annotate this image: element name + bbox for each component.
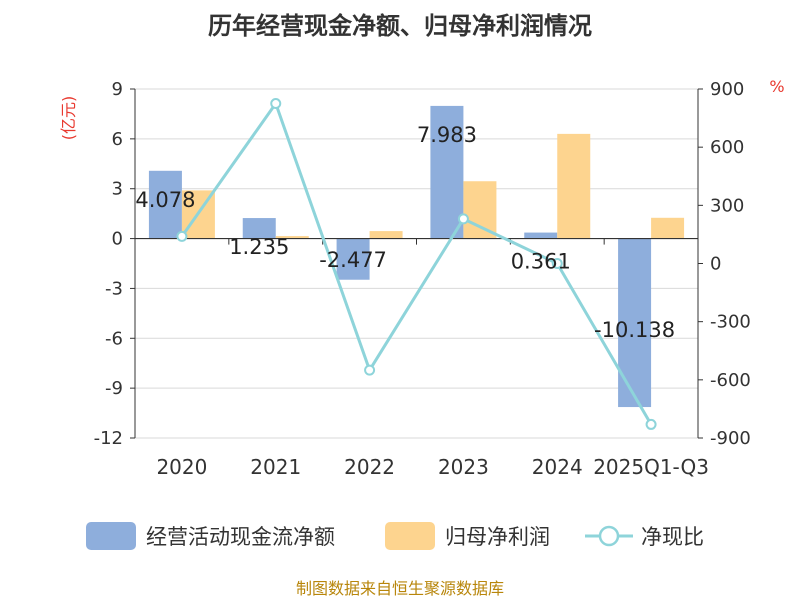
right-tick-label: -300 bbox=[710, 312, 751, 333]
right-tick-label: -900 bbox=[710, 428, 751, 449]
category-label: 2020 bbox=[156, 455, 207, 479]
net-profit-bar bbox=[557, 133, 591, 239]
cash-flow-data-label: 0.361 bbox=[511, 250, 571, 274]
right-tick-label: 0 bbox=[710, 254, 721, 275]
legend-label: 净现比 bbox=[641, 525, 704, 549]
chart-title: 历年经营现金净额、归母净利润情况 bbox=[208, 12, 592, 40]
left-tick-label: 6 bbox=[112, 129, 123, 150]
category-label: 2024 bbox=[532, 455, 583, 479]
legend[interactable]: 经营活动现金流净额 归母净利润 净现比 bbox=[86, 522, 704, 550]
cash-flow-data-label: -10.138 bbox=[594, 318, 675, 342]
legend-swatch bbox=[385, 522, 435, 550]
right-tick-label: 600 bbox=[710, 137, 744, 158]
category-label: 2025Q1-Q3 bbox=[593, 455, 709, 479]
cash-flow-data-label: 7.983 bbox=[417, 123, 477, 147]
ratio-point bbox=[270, 98, 282, 110]
right-tick-label: 300 bbox=[710, 195, 744, 216]
data-labels: 4.078 1.235 -2.477 7.983 0.361 -10.138 bbox=[135, 123, 675, 342]
left-tick-label: -6 bbox=[105, 328, 123, 349]
source-note: 制图数据来自恒生聚源数据库 bbox=[296, 579, 504, 598]
left-tick-label: 3 bbox=[112, 179, 123, 200]
left-tick-label: -12 bbox=[94, 428, 123, 449]
left-tick-label: 0 bbox=[112, 229, 123, 250]
ratio-point bbox=[645, 418, 657, 430]
category-label: 2022 bbox=[344, 455, 395, 479]
legend-swatch bbox=[86, 522, 136, 550]
cash-flow-data-label: 1.235 bbox=[229, 235, 289, 259]
right-tick-label: -600 bbox=[710, 370, 751, 391]
legend-item-1[interactable]: 归母净利润 bbox=[385, 522, 550, 550]
ratio-point bbox=[551, 258, 563, 269]
legend-item-0[interactable]: 经营活动现金流净额 bbox=[86, 522, 335, 550]
net-profit-bar bbox=[651, 217, 685, 239]
axes: 9 6 3 0 -3 -6 -9 -12 900 600 300 0 -300 -600 -900 2020 2… bbox=[94, 79, 751, 479]
left-tick-label: -9 bbox=[105, 378, 123, 399]
net-profit-bar bbox=[369, 231, 403, 239]
right-tick-label: 900 bbox=[710, 79, 744, 100]
left-tick-label: -3 bbox=[105, 278, 123, 299]
left-axis-unit: (亿元) bbox=[59, 96, 78, 141]
grid bbox=[135, 88, 698, 439]
legend-marker bbox=[598, 525, 620, 547]
category-label: 2023 bbox=[438, 455, 489, 479]
cash-flow-data-label: 4.078 bbox=[135, 188, 195, 212]
cash-flow-bar bbox=[430, 105, 464, 239]
category-label: 2021 bbox=[250, 455, 301, 479]
ratio-point bbox=[364, 364, 376, 376]
cash-flow-bar bbox=[148, 170, 182, 239]
cash-flow-bar bbox=[336, 238, 370, 280]
ratio-point bbox=[176, 230, 188, 242]
legend-label: 经营活动现金流净额 bbox=[146, 525, 335, 549]
cash-flow-data-label: -2.477 bbox=[319, 248, 387, 272]
left-tick-label: 9 bbox=[112, 79, 123, 100]
right-axis-unit: % bbox=[769, 77, 784, 96]
net-profit-bar bbox=[275, 236, 309, 239]
ratio-line bbox=[176, 98, 657, 430]
legend-label: 归母净利润 bbox=[445, 525, 550, 549]
ratio-point bbox=[457, 213, 469, 225]
legend-item-2[interactable]: 净现比 bbox=[585, 525, 704, 549]
cash-flow-bar bbox=[524, 232, 558, 239]
cash-flow-bar bbox=[242, 218, 276, 239]
bars bbox=[148, 105, 685, 408]
ratio-polyline bbox=[180, 100, 653, 426]
net-profit-bar bbox=[463, 181, 497, 239]
